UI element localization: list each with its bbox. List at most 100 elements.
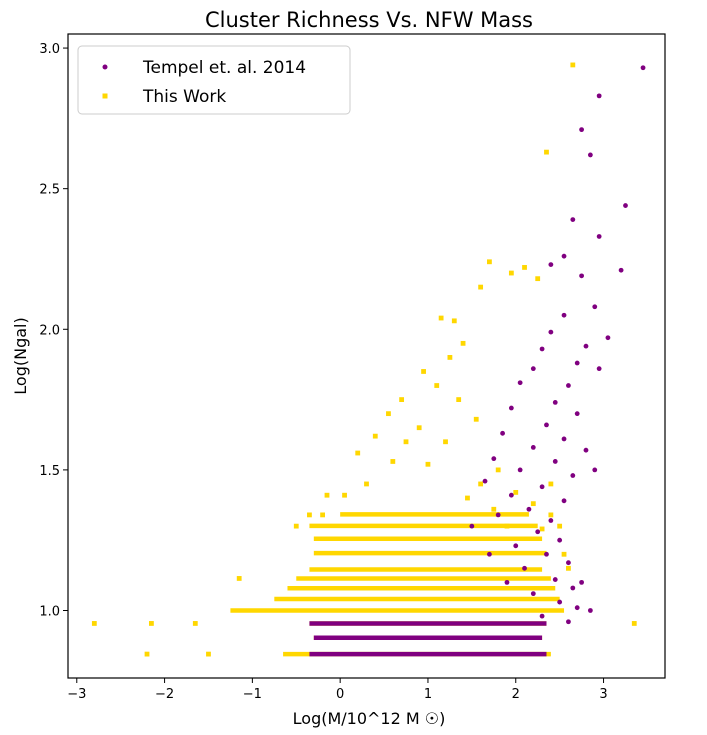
series-0-point-51: [574, 605, 580, 611]
series-0-point-49: [530, 591, 536, 597]
x-tick-label-6: 3: [599, 687, 607, 702]
plot-frame: [67, 33, 666, 679]
series-0-point-42: [557, 537, 563, 543]
series-0-point-10: [548, 262, 554, 268]
series-0-point-52: [539, 613, 545, 619]
series-0-point-36: [561, 498, 567, 504]
series-1-point-2: [91, 621, 97, 626]
series-0-point-59: [592, 467, 598, 473]
series-1-point-8: [631, 621, 637, 626]
chart-title: Cluster Richness Vs. NFW Mass: [205, 8, 533, 32]
series-1-point-34: [293, 523, 299, 529]
series-0-point-32: [570, 473, 576, 478]
series-0-point-56: [469, 523, 475, 529]
legend-marker-tempel: [102, 64, 108, 70]
series-0-point-22: [517, 380, 523, 386]
points-layer: [91, 62, 646, 657]
series-1-point-16: [421, 369, 426, 374]
series-1-point-30: [324, 492, 330, 498]
series-0-point-45: [566, 560, 571, 566]
series-0-point-24: [544, 422, 549, 428]
x-tick-label-1: −2: [155, 687, 174, 702]
legend-label-tempel: Tempel et. al. 2014: [142, 58, 306, 78]
series-1-point-6: [206, 651, 211, 657]
series-1-point-48: [566, 565, 571, 571]
series-0-point-0: [640, 65, 646, 71]
series-1-point-27: [355, 450, 361, 456]
series-1-point-41: [530, 501, 536, 507]
series-0-point-48: [570, 585, 576, 591]
series-1-point-38: [513, 489, 519, 495]
series-1-point-33: [320, 512, 326, 518]
y-tick-label-4: 3.0: [39, 42, 60, 57]
x-tick-label-2: −1: [243, 687, 262, 702]
series-1-point-45: [561, 551, 567, 557]
series-1-point-40: [491, 506, 497, 512]
series-1-point-32: [307, 512, 312, 518]
series-1-point-3: [144, 651, 150, 657]
series-0-point-27: [530, 444, 536, 450]
series-0-point-58: [587, 608, 593, 613]
series-0-point-53: [566, 619, 571, 625]
series-1-point-39: [465, 495, 470, 501]
y-tick-label-2: 2.0: [39, 323, 60, 338]
series-1-point-42: [548, 512, 554, 518]
series-0-point-26: [561, 436, 567, 442]
x-axis-label: Log(M/10^12 M ☉): [293, 709, 446, 728]
x-tick-label-3: 0: [336, 687, 344, 702]
series-1-point-36: [495, 467, 501, 473]
series-1-point-12: [508, 270, 514, 276]
series-1-point-26: [443, 439, 448, 445]
x-tick-label-0: −3: [67, 687, 86, 702]
series-0-point-6: [596, 234, 602, 239]
series-1-point-10: [522, 265, 527, 270]
series-0-point-5: [570, 217, 576, 223]
series-1-point-13: [478, 284, 484, 290]
series-0-point-13: [561, 312, 567, 318]
series-1-point-35: [364, 481, 369, 487]
series-0-point-50: [557, 599, 563, 605]
series-1-point-23: [473, 416, 479, 422]
series-0-point-55: [487, 551, 492, 557]
series-0-point-29: [500, 430, 505, 436]
series-1-point-22: [416, 425, 422, 431]
series-1-point-31: [342, 492, 347, 498]
series-0-point-2: [579, 127, 584, 133]
series-0-point-1: [596, 93, 602, 99]
series-1-point-47: [548, 481, 554, 487]
series-1-point-1: [544, 149, 549, 155]
series-0-point-34: [539, 484, 545, 490]
y-tick-label-1: 1.5: [39, 464, 60, 479]
series-1-point-24: [372, 433, 378, 439]
legend: Tempel et. al. 2014 This Work: [77, 45, 351, 115]
series-0-point-39: [548, 518, 554, 523]
series-1-point-37: [478, 481, 484, 487]
series-1-point-43: [504, 523, 510, 529]
series-1-point-17: [460, 340, 466, 346]
series-0-point-4: [623, 203, 628, 208]
series-1-point-11: [487, 259, 492, 265]
series-0-point-44: [544, 551, 549, 557]
series-0-point-17: [539, 346, 545, 352]
series-1-point-14: [451, 318, 457, 324]
legend-label-this-work: This Work: [142, 87, 226, 107]
legend-marker-this-work: [102, 93, 108, 99]
series-0-point-16: [574, 360, 580, 366]
series-0-point-12: [605, 335, 611, 341]
legend-box: [77, 45, 351, 115]
series-0-point-19: [530, 366, 536, 372]
series-1-point-20: [456, 397, 462, 402]
series-0-point-35: [508, 492, 514, 498]
series-0-point-38: [526, 506, 532, 512]
series-1-point-49: [447, 355, 453, 360]
series-0-point-21: [552, 400, 558, 405]
x-tick-label-5: 2: [512, 687, 520, 702]
series-0-point-47: [552, 577, 558, 582]
series-1-point-25: [403, 439, 409, 445]
series-0-point-7: [561, 253, 567, 259]
series-1-point-21: [386, 411, 391, 417]
series-0-point-14: [583, 343, 589, 349]
series-0-point-43: [513, 543, 519, 549]
series-0-point-25: [508, 405, 514, 411]
y-axis-label: Log(Ngal): [11, 317, 30, 394]
